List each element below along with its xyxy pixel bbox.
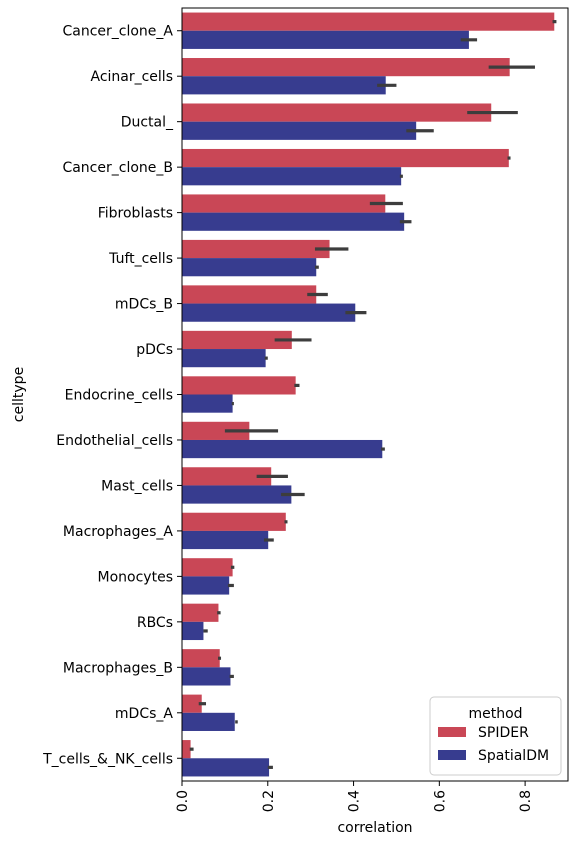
bar-spatialdm-4 [182, 212, 405, 231]
y-tick-label: Mast_cells [101, 478, 173, 494]
y-tick-label: Cancer_clone_B [62, 160, 173, 176]
bar-spider-13 [182, 603, 219, 622]
legend: method SPIDER SpatialDM [429, 696, 562, 776]
y-tick-label: mDCs_A [115, 706, 173, 722]
bar-spatialdm-2 [182, 121, 417, 140]
y-tick-label: mDCs_B [115, 297, 173, 313]
bar-spatialdm-6 [182, 303, 356, 322]
bar-spider-5 [182, 239, 330, 259]
y-tick-label: Macrophages_B [63, 660, 173, 676]
y-tick-label: pDCs [136, 342, 173, 358]
bar-spatialdm-5 [182, 258, 317, 277]
bar-spider-0 [182, 12, 555, 31]
y-axis-title: celltype [11, 367, 27, 422]
x-tick-labels: 0.0 0.2 0.4 0.6 0.8 [175, 790, 534, 812]
bar-spatialdm-8 [182, 394, 233, 413]
x-tick-label: 0.8 [518, 790, 534, 812]
x-tick-label: 0.6 [432, 790, 448, 812]
bar-spider-12 [182, 558, 233, 577]
bar-spatialdm-12 [182, 576, 230, 595]
legend-swatch-spider [438, 727, 466, 737]
y-tick-label: Monocytes [98, 569, 173, 585]
y-tick-label: Tuft_cells [108, 251, 173, 267]
y-tick-label: T_cells_&_NK_cells [42, 751, 173, 767]
bar-spider-1 [182, 58, 510, 77]
bar-spider-2 [182, 103, 492, 122]
axes-layer [177, 7, 569, 786]
y-tick-label: Macrophages_A [63, 524, 174, 540]
bar-spatialdm-1 [182, 76, 386, 95]
bar-spatialdm-14 [182, 667, 231, 686]
bar-spatialdm-0 [182, 30, 469, 49]
bar-spider-16 [182, 740, 191, 759]
y-tick-label: Acinar_cells [90, 69, 173, 85]
bar-spatialdm-13 [182, 621, 204, 641]
y-tick-label: RBCs [137, 615, 173, 631]
bar-spider-3 [182, 148, 509, 168]
bar-spatialdm-11 [182, 530, 269, 550]
y-tick-label: Cancer_clone_A [62, 24, 173, 40]
bar-spatialdm-3 [182, 167, 402, 186]
legend-label-spatialdm: SpatialDM [478, 748, 549, 764]
y-tick-label: Endocrine_cells [65, 388, 173, 404]
y-tick-labels: Cancer_clone_A Acinar_cells Ductal_ Cancer_… [42, 24, 174, 768]
error-bars-layer [189, 20, 557, 769]
bar-spider-6 [182, 285, 317, 304]
x-tick-label: 0.0 [175, 790, 191, 812]
bar-spider-7 [182, 330, 292, 350]
bar-spatialdm-9 [182, 439, 383, 459]
legend-title: method [468, 706, 522, 722]
x-axis-title: correlation [337, 820, 412, 836]
bar-spider-8 [182, 376, 296, 395]
bar-spatialdm-10 [182, 485, 292, 504]
legend-label-spider: SPIDER [478, 725, 529, 741]
bar-spatialdm-7 [182, 349, 266, 368]
y-tick-label: Endothelial_cells [56, 433, 173, 449]
bars-layer [182, 12, 555, 777]
bar-spider-10 [182, 467, 272, 486]
bar-spider-14 [182, 649, 220, 668]
bar-spatialdm-16 [182, 758, 270, 777]
bar-spatialdm-15 [182, 712, 235, 731]
legend-swatch-spatialdm [438, 750, 466, 760]
y-tick-label: Ductal_ [121, 115, 174, 131]
x-tick-label: 0.4 [347, 790, 363, 812]
x-tick-label: 0.2 [261, 790, 277, 812]
y-tick-label: Fibroblasts [98, 206, 173, 222]
bar-spider-11 [182, 512, 286, 531]
bar-spider-15 [182, 694, 202, 713]
bar-spider-9 [182, 421, 250, 440]
legend-items: SPIDER SpatialDM [438, 725, 549, 764]
plot-frame [181, 7, 569, 782]
bar-spider-4 [182, 194, 386, 213]
